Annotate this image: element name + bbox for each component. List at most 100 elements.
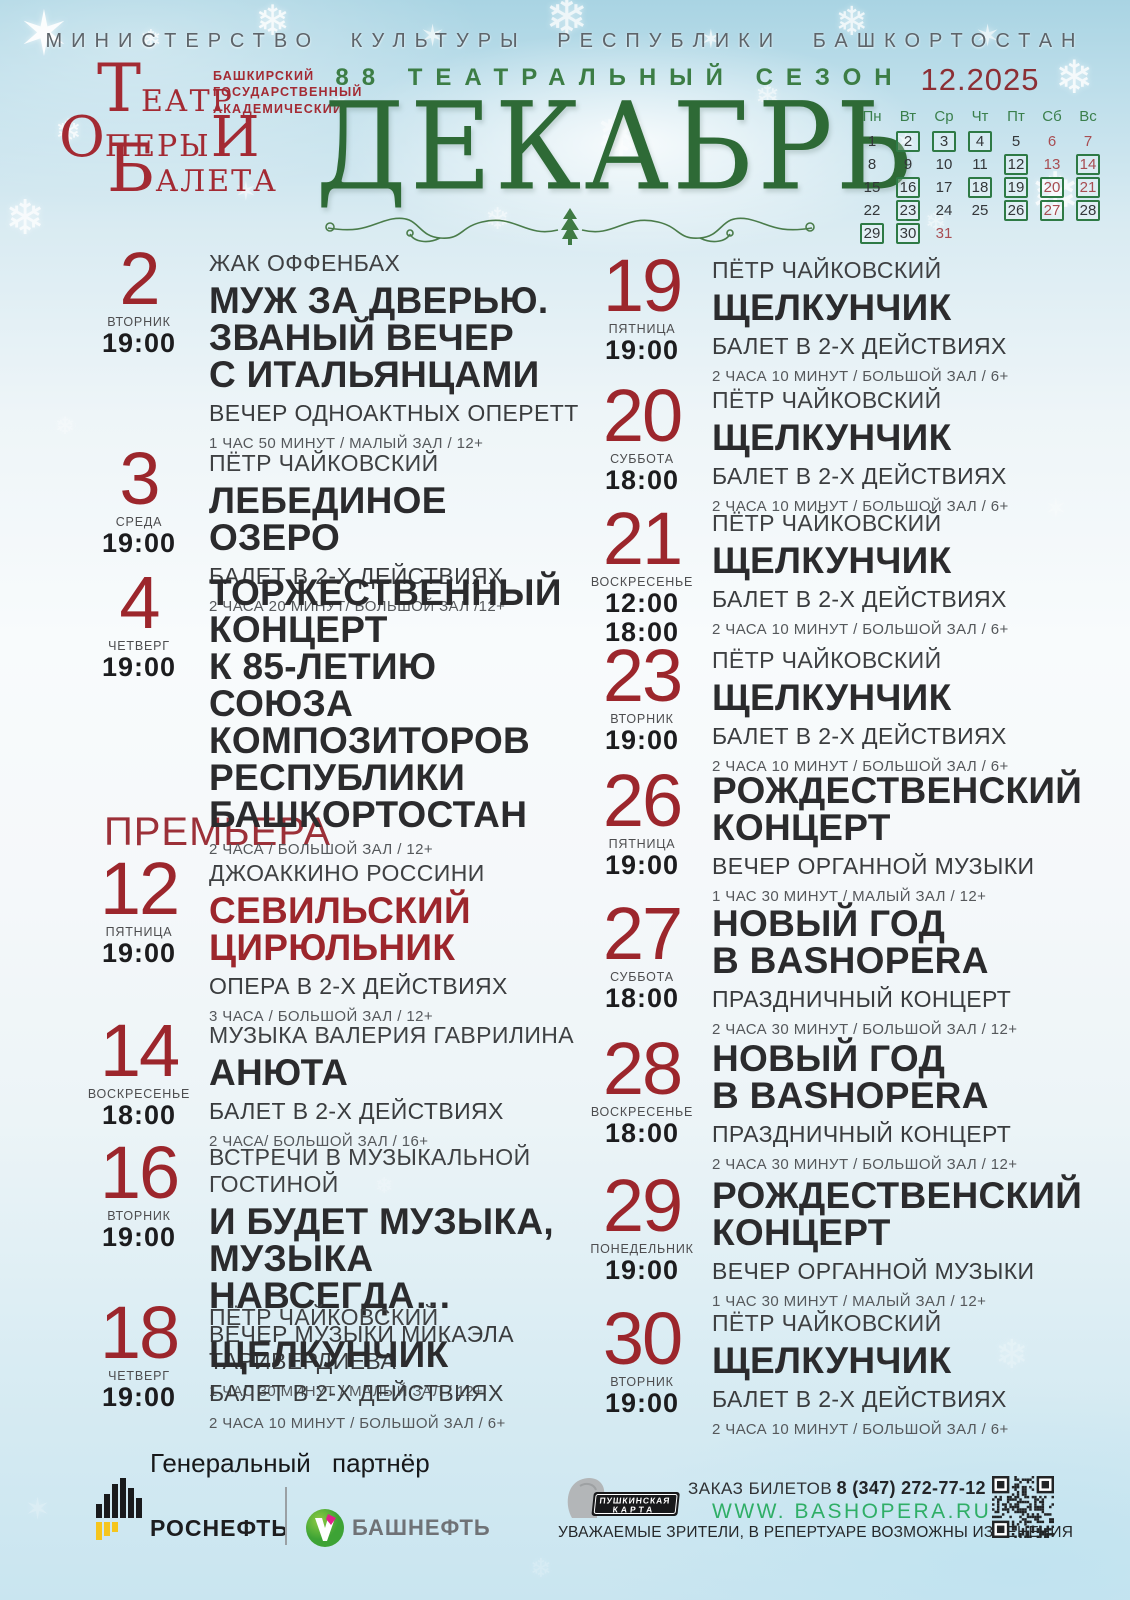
event-title-line: ЛЕБЕДИНОЕ ОЗЕРО bbox=[209, 480, 447, 558]
event-details: 1 ЧАС 30 МИНУТ / МАЛЫЙ ЗАЛ / 12+ bbox=[209, 1383, 484, 1400]
calendar-day bbox=[1034, 223, 1070, 244]
event-18: 18 ЧЕТВЕРГ 19:00 ПЁТР ЧАЙКОВСКИЙ ЩЕЛКУНЧИК БА… bbox=[75, 1291, 580, 1432]
event-info: НОВЫЙ ГОД В BASHOPERA ПРАЗДНИЧНЫЙ КОНЦЕРТ 2… bbox=[706, 903, 1017, 1038]
event-time: 19:00 bbox=[604, 725, 680, 756]
snowflake-icon: ❄ bbox=[55, 413, 76, 440]
event-title-line: ЩЕЛКУНЧИК bbox=[712, 677, 952, 718]
event-title-line: КОНЦЕРТ bbox=[712, 1212, 891, 1253]
pushkinskaya-karta-logo: ПУШКИНСКАЯ КАРТА bbox=[567, 1477, 680, 1518]
event-info: ПЁТР ЧАЙКОВСКИЙ ЩЕЛКУНЧИК БАЛЕТ В 2-Х ДЕЙС… bbox=[706, 1308, 1009, 1438]
mini-calendar: 12.2025 Пн Вт Ср Чт Пт Сб Вс 1 2 3 4 5 6 7 8 9 10 11 12 13 1… bbox=[852, 62, 1108, 244]
event-time: 19:00 bbox=[101, 328, 177, 359]
event-subtitle: ВЕЧЕР ОРГАННОЙ МУЗЫКИ bbox=[712, 853, 1035, 879]
event-time: 18:00 bbox=[604, 617, 680, 648]
event-title-line: СЕВИЛЬСКИЙ bbox=[209, 890, 471, 931]
event-subtitle: БАЛЕТ В 2-Х ДЕЙСТВИЯХ bbox=[209, 1098, 504, 1124]
event-14: 14 ВОСКРЕСЕНЬЕ 18:00 МУЗЫКА ВАЛЕРИЯ ГАВРИЛИ… bbox=[75, 1009, 580, 1150]
event-weekday: ВОСКРЕСЕНЬЕ bbox=[590, 1105, 694, 1120]
event-weekday: ПЯТНИЦА bbox=[608, 322, 676, 337]
event-subtitle: ПРАЗДНИЧНЫЙ КОНЦЕРТ bbox=[712, 1121, 1012, 1147]
logo-rest-aleta: АЛЕТА bbox=[155, 164, 278, 199]
event-kicker: ВСТРЕЧИ В МУЗЫКАЛЬНОЙ ГОСТИНОЙ bbox=[209, 1144, 531, 1197]
calendar-day-box: 19 bbox=[1004, 177, 1028, 198]
event-date-block: 28 ВОСКРЕСЕНЬЕ 18:00 bbox=[578, 1031, 706, 1173]
event-time: 19:00 bbox=[101, 1222, 177, 1253]
qr-code bbox=[992, 1476, 1054, 1538]
event-19: 19 ПЯТНИЦА 19:00 ПЁТР ЧАЙКОВСКИЙ ЩЕЛКУНЧИК БА… bbox=[578, 248, 1108, 385]
flourish-ornament bbox=[325, 208, 815, 245]
event-time: 12:00 bbox=[604, 588, 680, 619]
calendar-day-box: 21 bbox=[1076, 177, 1100, 198]
event-kicker: ПЁТР ЧАЙКОВСКИЙ bbox=[712, 257, 942, 283]
event-title-line: В BASHOPERA bbox=[712, 1075, 989, 1116]
calendar-weekday: Ср bbox=[934, 108, 954, 125]
event-weekday: ВОСКРЕСЕНЬЕ bbox=[590, 575, 694, 590]
event-details: 2 ЧАСА/ БОЛЬШОЙ ЗАЛ / 16+ bbox=[209, 1133, 429, 1150]
event-details: 2 ЧАСА 10 МИНУТ / БОЛЬШОЙ ЗАЛ / 6+ bbox=[712, 621, 1009, 638]
calendar-weekday: Сб bbox=[1042, 108, 1062, 125]
calendar-day-box: 27 bbox=[1040, 200, 1064, 221]
event-day-number: 18 bbox=[99, 1291, 180, 1374]
calendar-day: 19 bbox=[998, 177, 1034, 198]
logo-word-opery-i: О ПЕРЫ И bbox=[59, 110, 260, 166]
theater-logo: БАШКИРСКИЙ ГОСУДАРСТВЕННЫЙ АКАДЕМИЧЕСКИЙ… bbox=[55, 52, 385, 242]
event-day-number: 16 bbox=[99, 1131, 180, 1214]
event-time: 18:00 bbox=[604, 1118, 680, 1149]
event-info: ПЁТР ЧАЙКОВСКИЙ ЩЕЛКУНЧИК БАЛЕТ В 2-Х ДЕЙС… bbox=[706, 645, 1009, 775]
event-subtitle: БАЛЕТ В 2-Х ДЕЙСТВИЯХ bbox=[209, 1380, 504, 1406]
calendar-weekday: Пт bbox=[1007, 108, 1025, 125]
calendar-day: 12 bbox=[998, 154, 1034, 175]
calendar-day: 26 bbox=[998, 200, 1034, 221]
event-23: 23 ВТОРНИК 19:00 ПЁТР ЧАЙКОВСКИЙ ЩЕЛКУНЧИК БА… bbox=[578, 634, 1108, 775]
event-weekday: ВОСКРЕСЕНЬЕ bbox=[87, 1087, 191, 1102]
pushkin-card-line1: ПУШКИНСКАЯ bbox=[599, 1496, 671, 1506]
logo-line-1: БАШКИРСКИЙ bbox=[213, 69, 315, 83]
calendar-day-box: 23 bbox=[896, 200, 920, 221]
event-day-number: 29 bbox=[602, 1164, 683, 1247]
event-date-block: 2 ВТОРНИК 19:00 bbox=[75, 241, 203, 452]
season-line: 88 ТЕАТРАЛЬНЫЙ СЕЗОН bbox=[335, 64, 905, 91]
repertoire-disclaimer: УВАЖАЕМЫЕ ЗРИТЕЛИ, В РЕПЕРТУАРЕ ВОЗМОЖНЫ… bbox=[558, 1524, 1074, 1541]
event-kicker: ПЁТР ЧАЙКОВСКИЙ bbox=[712, 387, 942, 413]
calendar-day: 27 bbox=[1034, 200, 1070, 221]
event-day-number: 12 bbox=[99, 847, 180, 930]
event-info: ПЁТР ЧАЙКОВСКИЙ ЩЕЛКУНЧИК БАЛЕТ В 2-Х ДЕЙС… bbox=[706, 508, 1009, 647]
event-title-line: К 85-ЛЕТИЮ СОЮЗА bbox=[209, 646, 437, 724]
calendar-day: 17 bbox=[935, 179, 953, 196]
logo-line-2: ГОСУДАРСТВЕННЫЙ bbox=[213, 85, 363, 100]
logo-initial-o: О bbox=[59, 105, 105, 170]
tickets-label: ЗАКАЗ БИЛЕТОВ bbox=[688, 1479, 833, 1498]
calendar-day: 11 bbox=[972, 156, 988, 173]
event-subtitle: БАЛЕТ В 2-Х ДЕЙСТВИЯХ bbox=[209, 563, 504, 589]
event-title-line: РОЖДЕСТВЕНСКИЙ bbox=[712, 770, 1083, 811]
event-subtitle: ВЕЧЕР МУЗЫКИ МИКАЭЛА ТАРИВЕРДИЕВА bbox=[209, 1321, 515, 1374]
event-title-line: И БУДЕТ МУЗЫКА, bbox=[209, 1201, 554, 1242]
event-day-number: 14 bbox=[99, 1009, 180, 1092]
event-weekday: СУББОТА bbox=[610, 970, 674, 985]
event-details: 2 ЧАСА 10 МИНУТ / БОЛЬШОЙ ЗАЛ / 6+ bbox=[209, 1415, 506, 1432]
event-kicker: ПЁТР ЧАЙКОВСКИЙ bbox=[209, 450, 439, 476]
snowflake-icon: ✶ bbox=[25, 1493, 51, 1526]
event-title-line: ЗВАНЫЙ ВЕЧЕР bbox=[209, 317, 514, 358]
calendar-day: 3 bbox=[926, 131, 962, 152]
event-title-line: РОЖДЕСТВЕНСКИЙ bbox=[712, 1175, 1083, 1216]
calendar-day: 28 bbox=[1070, 200, 1106, 221]
event-details: 2 ЧАСА 30 МИНУТ / БОЛЬШОЙ ЗАЛ / 12+ bbox=[712, 1156, 1018, 1173]
event-date-block: 30 ВТОРНИК 19:00 bbox=[578, 1301, 706, 1438]
event-21: 21 ВОСКРЕСЕНЬЕ 12:00 18:00 ПЁТР ЧАЙКОВСКИЙ ЩЕ… bbox=[578, 501, 1108, 648]
event-title-line: С ИТАЛЬЯНЦАМИ bbox=[209, 354, 540, 395]
tickets-phone: 8 (347) 272-77-12 bbox=[836, 1478, 986, 1498]
event-subtitle: БАЛЕТ В 2-Х ДЕЙСТВИЯХ bbox=[712, 1386, 1007, 1412]
event-weekday: ПЯТНИЦА bbox=[105, 925, 173, 940]
calendar-day: 1 bbox=[867, 133, 877, 150]
event-day-number: 20 bbox=[602, 374, 683, 457]
event-day-number: 23 bbox=[602, 634, 683, 717]
calendar-day: 25 bbox=[971, 202, 989, 219]
calendar-day: 10 bbox=[935, 156, 953, 173]
event-time: 19:00 bbox=[101, 938, 177, 969]
calendar-day: 31 bbox=[935, 225, 953, 242]
calendar-weekday: Чт bbox=[971, 108, 989, 125]
event-date-block: 3 СРЕДА 19:00 bbox=[75, 441, 203, 615]
event-info: ПЁТР ЧАЙКОВСКИЙ ЛЕБЕДИНОЕ ОЗЕРО БАЛЕТ В 2-… bbox=[203, 448, 580, 615]
